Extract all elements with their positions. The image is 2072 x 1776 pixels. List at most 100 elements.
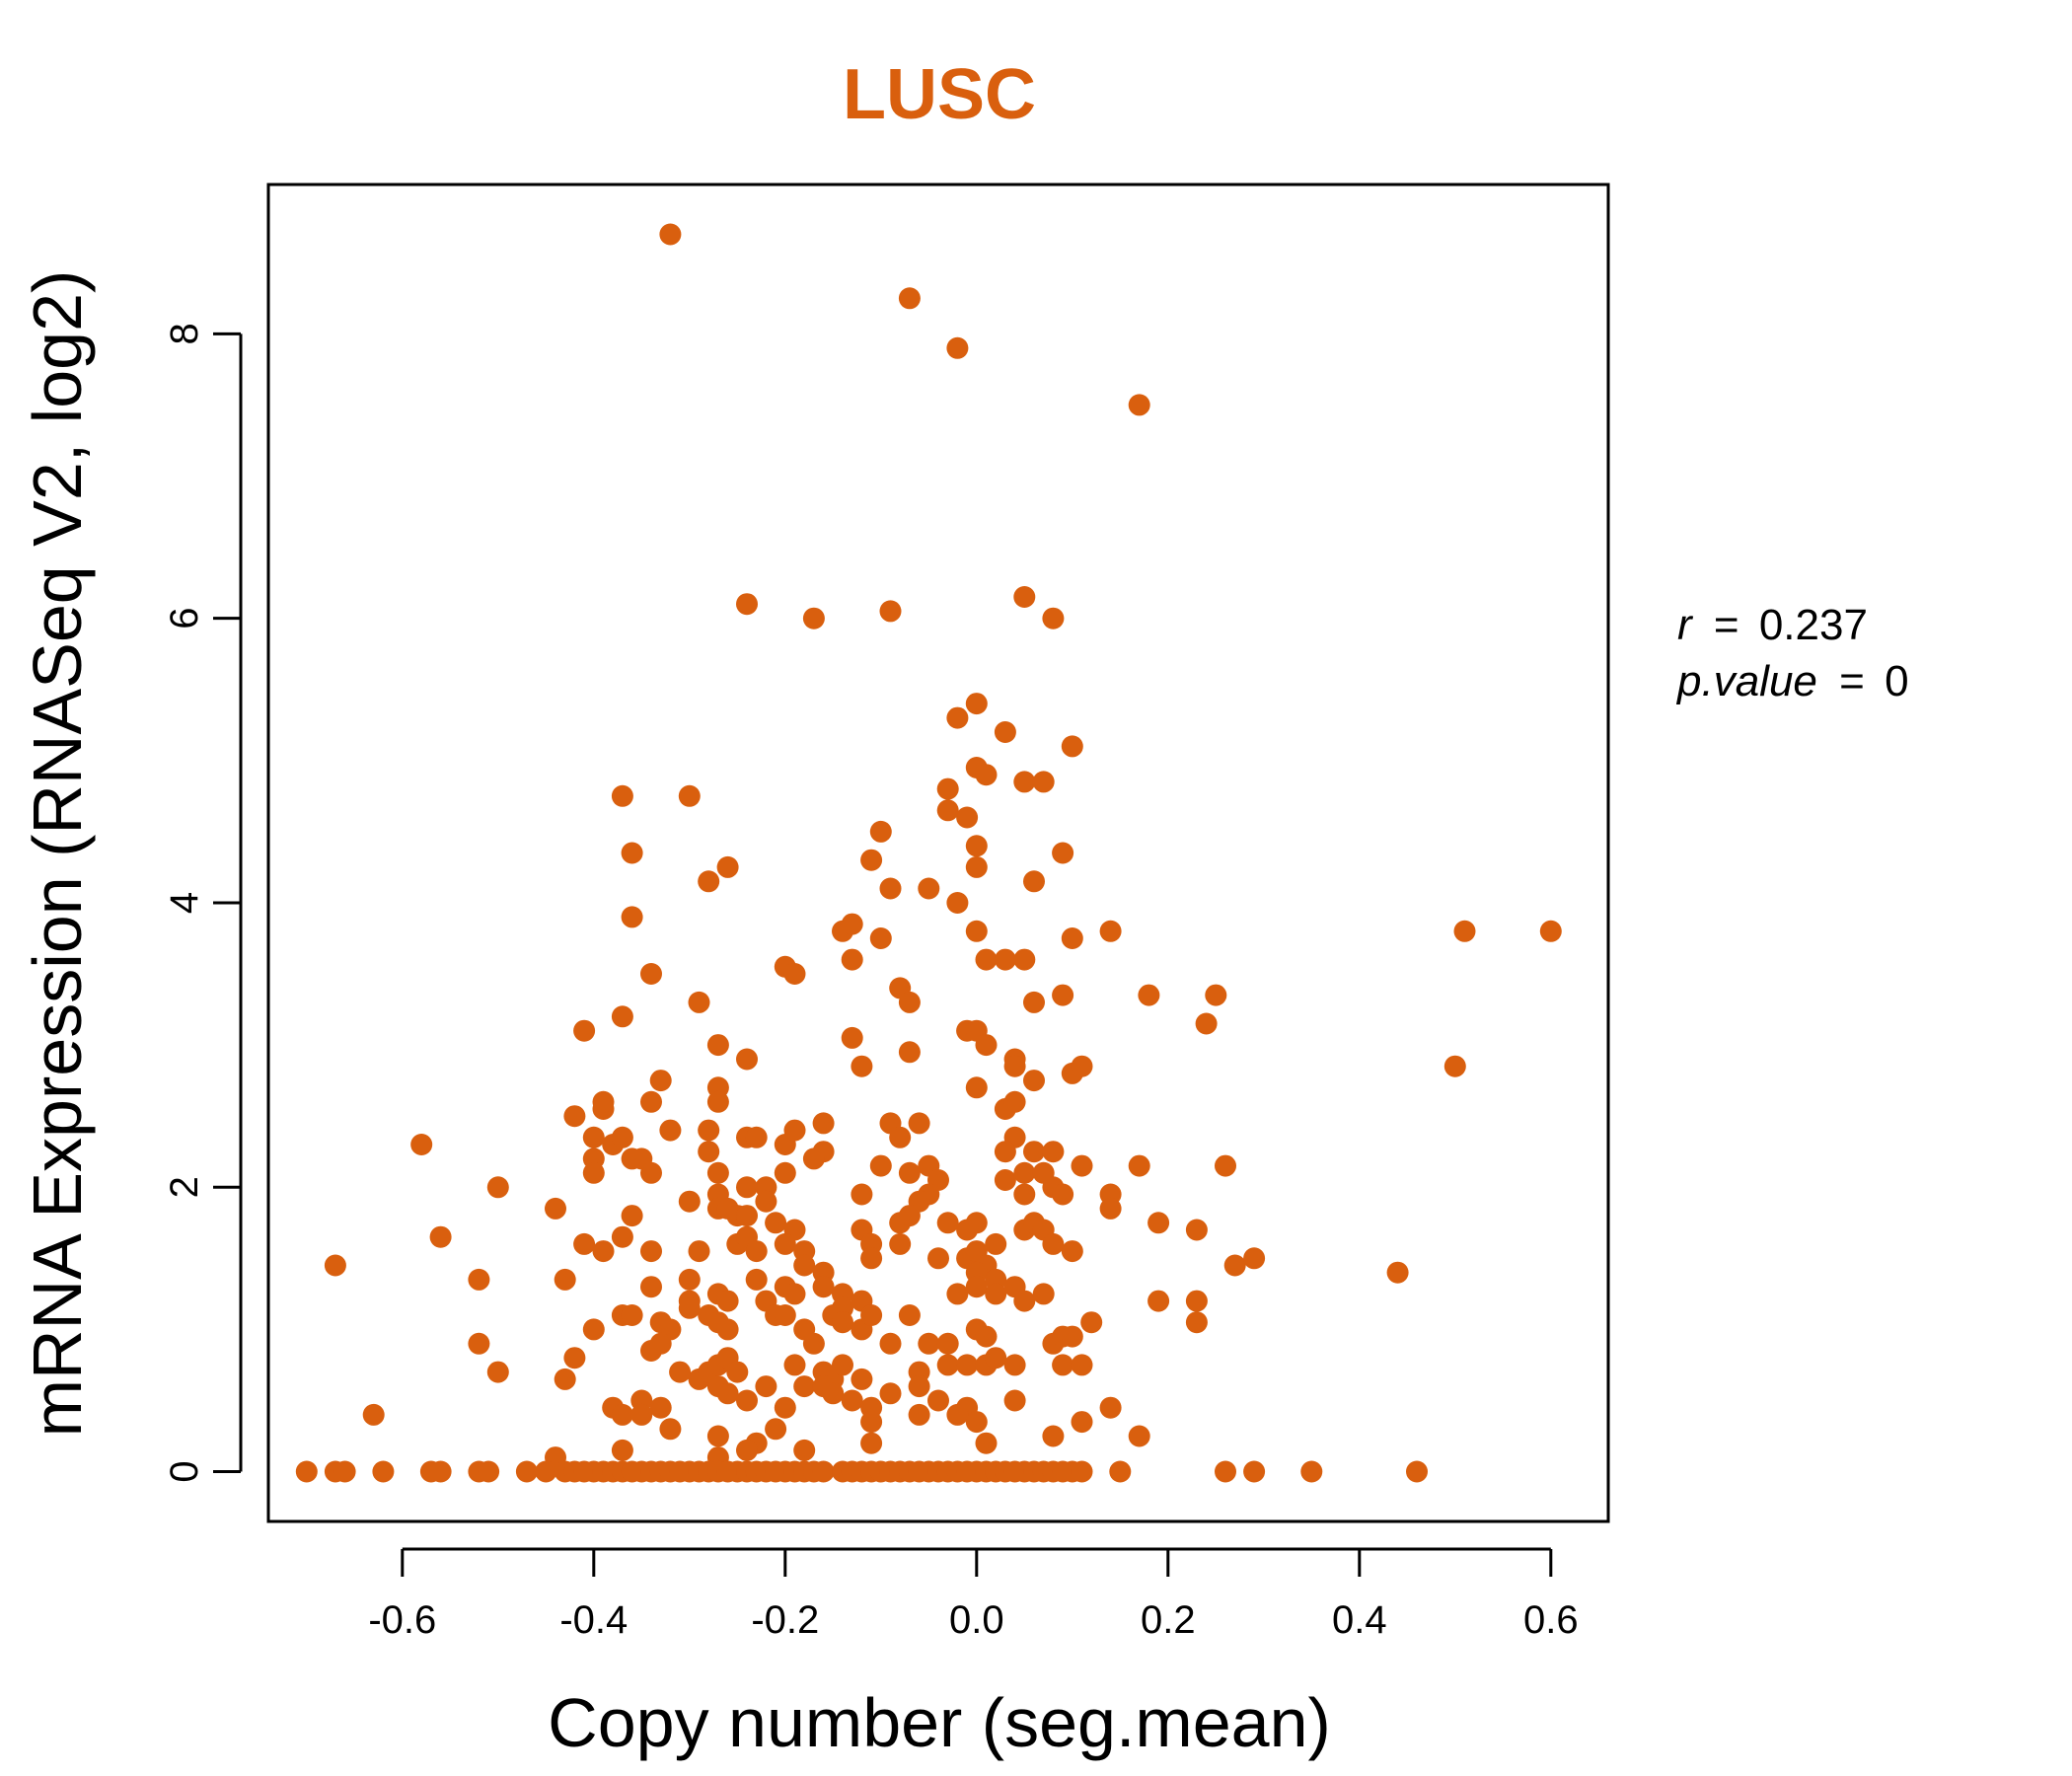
data-point (563, 1105, 586, 1128)
data-point (812, 1276, 835, 1298)
r-equals: = (1714, 601, 1739, 649)
data-point (1147, 1212, 1170, 1234)
data-point (793, 1375, 816, 1398)
data-point (582, 1161, 605, 1184)
x-tick-label: -0.4 (559, 1598, 628, 1642)
data-point (669, 1361, 692, 1383)
data-point (1109, 1460, 1132, 1483)
data-point (860, 1411, 883, 1434)
data-point (994, 1169, 1016, 1191)
data-point (832, 1354, 853, 1376)
data-point (1205, 984, 1227, 1006)
data-point (841, 948, 863, 971)
y-tick-label: 8 (163, 323, 206, 344)
data-point (362, 1403, 385, 1426)
y-tick-label: 0 (163, 1460, 206, 1482)
data-point (832, 1311, 853, 1334)
data-point (1013, 948, 1036, 971)
data-point (1071, 1411, 1093, 1434)
data-point (765, 1212, 787, 1234)
x-axis: -0.6 -0.4 -0.2 0.0 0.2 0.4 0.6 (368, 1547, 1579, 1642)
data-point (716, 1290, 739, 1312)
data-point (812, 1460, 835, 1483)
data-point (765, 1418, 787, 1441)
data-point (965, 1212, 988, 1234)
chart-title: LUSC (843, 55, 1036, 134)
data-point (908, 1375, 930, 1398)
data-point (869, 820, 892, 843)
data-point (1243, 1247, 1266, 1270)
data-point (927, 1389, 949, 1412)
data-point (630, 1403, 653, 1426)
data-point (1406, 1460, 1428, 1483)
data-point (649, 1396, 672, 1419)
data-point (592, 1240, 615, 1263)
data-point (554, 1268, 576, 1291)
data-point (706, 1161, 729, 1184)
data-point (1300, 1460, 1323, 1483)
data-point (736, 1048, 758, 1071)
data-point (659, 1119, 682, 1142)
data-point (1061, 1325, 1083, 1348)
data-point (678, 1268, 701, 1291)
p-value: 0 (1885, 657, 1908, 705)
data-point (640, 1276, 662, 1298)
data-point (726, 1361, 749, 1383)
x-tick-label: 0.0 (949, 1598, 1004, 1642)
data-point (1080, 1311, 1103, 1334)
data-point (1003, 1389, 1026, 1412)
data-point (554, 1368, 576, 1390)
data-point (802, 1332, 825, 1355)
data-point (898, 1304, 921, 1326)
data-point (774, 1161, 796, 1184)
data-point (812, 1112, 835, 1135)
data-point (1128, 1425, 1150, 1447)
data-point (745, 1126, 768, 1148)
data-point (898, 1205, 921, 1227)
data-point (898, 991, 921, 1013)
data-point (841, 1026, 863, 1049)
data-point (706, 1425, 729, 1447)
data-point (1128, 1154, 1150, 1177)
data-point (1061, 735, 1083, 758)
data-point (774, 1304, 796, 1326)
data-point (1013, 1290, 1036, 1312)
data-point (1453, 920, 1476, 942)
data-point (1099, 920, 1122, 942)
data-point (688, 991, 710, 1013)
data-point (956, 1354, 979, 1376)
data-point (649, 1332, 672, 1355)
y-axis-title: mRNA Expression (RNASeq V2, log2) (19, 270, 96, 1438)
p-value-annotation: p.value = 0 (1675, 657, 1909, 705)
data-point (688, 1240, 710, 1263)
data-point (1052, 984, 1074, 1006)
data-point (678, 1296, 701, 1319)
x-axis-title: Copy number (seg.mean) (548, 1684, 1331, 1761)
data-point (936, 1212, 959, 1234)
data-point (1052, 842, 1074, 864)
data-point (698, 1141, 720, 1163)
plot-frame (266, 183, 1610, 1523)
data-point (965, 1276, 988, 1298)
data-point (429, 1460, 452, 1483)
data-point (659, 223, 682, 246)
data-point (1195, 1012, 1218, 1035)
data-point (936, 777, 959, 800)
x-tick-label: 0.6 (1523, 1598, 1579, 1642)
data-point (783, 1119, 806, 1142)
data-point (1023, 1141, 1045, 1163)
data-point (1138, 984, 1160, 1006)
data-point (678, 1190, 701, 1213)
data-point (1003, 1055, 1026, 1077)
data-point (736, 1439, 758, 1461)
data-point (1128, 394, 1150, 416)
data-point (851, 1183, 873, 1206)
data-point (898, 1161, 921, 1184)
data-point (1013, 771, 1036, 793)
data-point (592, 1090, 615, 1113)
data-point (936, 1332, 959, 1355)
data-point (860, 1247, 883, 1270)
data-point (1013, 1183, 1036, 1206)
data-point (295, 1460, 318, 1483)
